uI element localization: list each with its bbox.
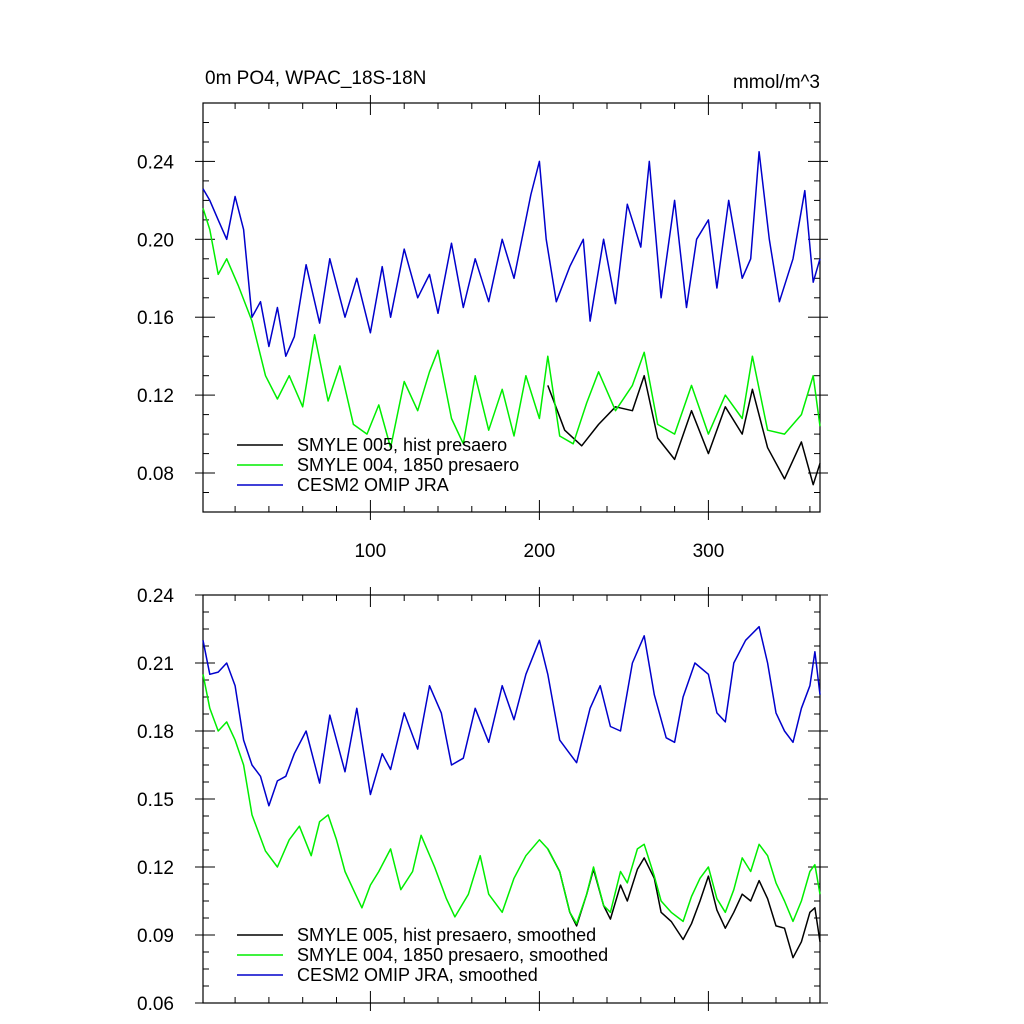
top-y-tick-label: 0.12 [137, 386, 174, 407]
top-series-line-1 [202, 207, 821, 449]
top-panel: 0m PO4, WPAC_18S-18N mmol/m^3 100 200 300 0… [137, 68, 828, 562]
bottom-legend-label: SMYLE 005, hist presaero, smoothed [297, 925, 596, 945]
top-x-tick-label: 200 [524, 541, 556, 562]
top-legend-label: SMYLE 004, 1850 presaero [297, 455, 519, 475]
bottom-y-tick-label: 0.24 [137, 586, 174, 607]
bottom-legend-label: SMYLE 004, 1850 presaero, smoothed [297, 945, 608, 965]
top-legend-label: CESM2 OMIP JRA [297, 475, 449, 495]
bottom-y-tick-label: 0.15 [137, 790, 174, 811]
bottom-y-tick-label: 0.09 [137, 926, 174, 947]
top-x-tick-label: 300 [693, 541, 725, 562]
top-y-tick-label: 0.20 [137, 230, 174, 251]
top-panel-units-label: mmol/m^3 [733, 72, 820, 93]
bottom-y-tick-label: 0.18 [137, 722, 174, 743]
bottom-series-line-1 [202, 674, 821, 925]
bottom-legend-label: CESM2 OMIP JRA, smoothed [297, 965, 538, 985]
top-y-tick-label: 0.24 [137, 152, 174, 173]
top-series-line-0 [547, 374, 821, 486]
top-panel-title-left: 0m PO4, WPAC_18S-18N [205, 68, 426, 89]
top-y-tick-label: 0.16 [137, 308, 174, 329]
bottom-panel: 0.06 0.09 0.12 0.15 0.18 0.21 0.24 SMYLE 005, h… [137, 586, 828, 1015]
top-legend-label: SMYLE 005, hist presaero [297, 435, 507, 455]
top-plot-frame [202, 102, 821, 513]
top-y-tick-label: 0.08 [137, 464, 174, 485]
top-x-tick-label: 100 [354, 541, 386, 562]
top-series-line-2 [202, 150, 821, 357]
bottom-y-tick-label: 0.12 [137, 858, 174, 879]
bottom-y-tick-label: 0.06 [137, 994, 174, 1015]
bottom-y-tick-label: 0.21 [137, 654, 174, 675]
bottom-series-line-2 [202, 625, 821, 807]
